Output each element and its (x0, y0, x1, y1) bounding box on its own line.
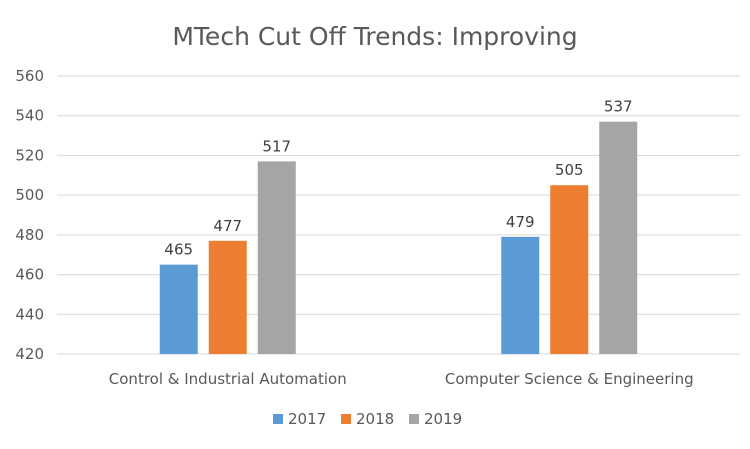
y-tick-label: 520 (15, 146, 44, 164)
bar-2017-computer-science-engineering (501, 236, 540, 354)
x-axis-categories: Control & Industrial Automation Computer … (109, 370, 694, 388)
bar-2018-control-industrial-automation (208, 240, 247, 354)
y-axis-ticks: 420 440 460 480 500 520 540 560 (15, 67, 44, 363)
data-label: 477 (213, 217, 242, 235)
data-labels: 465 477 517 479 505 537 (164, 98, 632, 259)
y-tick-label: 540 (15, 107, 44, 125)
y-tick-label: 560 (15, 67, 44, 85)
data-label: 517 (262, 137, 291, 155)
bar-2019-control-industrial-automation (257, 161, 296, 354)
gridlines (57, 75, 740, 355)
legend-label-2019: 2019 (424, 410, 462, 428)
legend: 2017 2018 2019 (273, 410, 462, 428)
chart-title: MTech Cut Off Trends: Improving (172, 22, 577, 51)
bar-2018-computer-science-engineering (550, 185, 589, 354)
legend-swatch-2019 (409, 414, 419, 424)
y-tick-label: 500 (15, 186, 44, 204)
legend-label-2017: 2017 (288, 410, 326, 428)
legend-swatch-2018 (341, 414, 351, 424)
y-tick-label: 460 (15, 266, 44, 284)
bars (159, 121, 638, 355)
x-category-label: Control & Industrial Automation (109, 370, 347, 388)
data-label: 479 (506, 213, 535, 231)
legend-label-2018: 2018 (356, 410, 394, 428)
data-label: 505 (555, 161, 584, 179)
bar-2019-computer-science-engineering (599, 121, 638, 355)
y-tick-label: 440 (15, 305, 44, 323)
x-category-label: Computer Science & Engineering (445, 370, 694, 388)
data-label: 537 (604, 98, 633, 116)
bar-2017-control-industrial-automation (159, 264, 198, 354)
y-tick-label: 480 (15, 226, 44, 244)
data-label: 465 (164, 241, 193, 259)
legend-swatch-2017 (273, 414, 283, 424)
y-tick-label: 420 (15, 345, 44, 363)
